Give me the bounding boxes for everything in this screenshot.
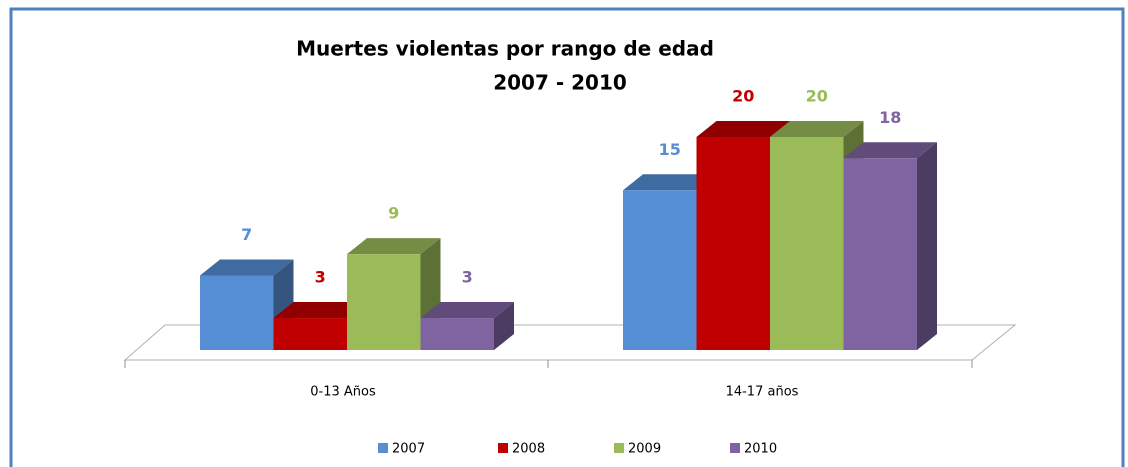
value-label: 18 <box>879 108 901 127</box>
bar-top <box>273 302 367 319</box>
chart-frame <box>9 7 1125 467</box>
bar <box>770 137 844 350</box>
bar-top <box>420 302 514 319</box>
legend-label: 2007 <box>392 442 425 457</box>
x-tick-label: 14-17 años <box>726 385 799 400</box>
legend-label: 2009 <box>628 442 661 457</box>
bar-top <box>200 259 294 276</box>
bar-side <box>494 302 514 350</box>
value-label: 9 <box>388 204 399 223</box>
bar <box>273 318 347 350</box>
bar-top <box>843 142 937 159</box>
bar <box>623 190 697 350</box>
bar <box>696 137 770 350</box>
chart-title: Muertes violentas por rango de edad <box>296 37 714 61</box>
legend-swatch <box>378 443 388 453</box>
legend-swatch <box>614 443 624 453</box>
bar-top <box>770 121 864 137</box>
legend-label: 2010 <box>744 442 777 457</box>
bar-top <box>347 238 441 255</box>
bar-top <box>696 121 790 137</box>
legend-swatch <box>730 443 740 453</box>
bar <box>347 254 421 350</box>
bar-top <box>623 174 717 191</box>
bar <box>420 318 494 350</box>
value-label: 20 <box>732 87 754 106</box>
chart-subtitle: 2007 - 2010 <box>493 71 627 95</box>
legend-label: 2008 <box>512 442 545 457</box>
value-label: 20 <box>806 87 828 106</box>
bar <box>200 275 274 350</box>
legend-swatch <box>498 443 508 453</box>
bar-side <box>917 142 937 350</box>
value-label: 7 <box>241 225 252 244</box>
value-label: 15 <box>659 140 681 159</box>
bar <box>843 158 917 350</box>
x-tick-label: 0-13 Años <box>310 385 376 400</box>
value-label: 3 <box>315 268 326 287</box>
value-label: 3 <box>462 268 473 287</box>
